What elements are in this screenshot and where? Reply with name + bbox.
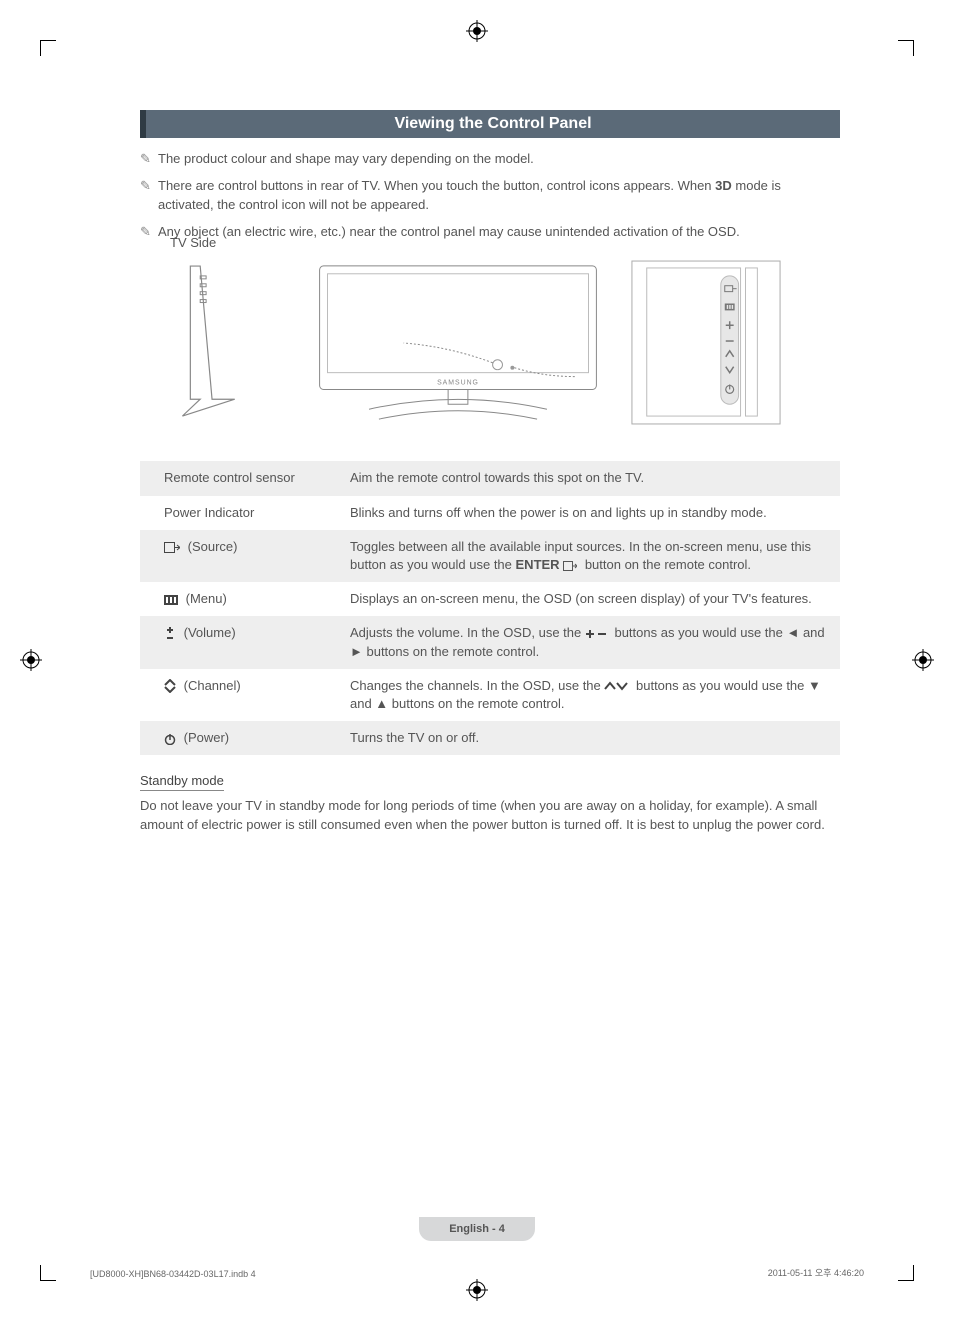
registration-mark-icon (466, 1279, 488, 1301)
diagrams-row: TV Side SAMSUNG (140, 255, 840, 435)
table-row: (Volume) Adjusts the volume. In the OSD,… (140, 616, 840, 668)
banner-title: Viewing the Control Panel (394, 115, 591, 132)
tv-side-svg (140, 255, 290, 430)
registration-mark-icon (466, 20, 488, 42)
print-info-left: [UD8000-XH]BN68-03442D-03L17.indb 4 (90, 1269, 256, 1279)
row-label-text: (Menu) (186, 591, 227, 606)
table-row: Remote control sensor Aim the remote con… (140, 461, 840, 495)
row-label: (Channel) (140, 669, 340, 721)
source-icon (164, 542, 180, 553)
standby-text: Do not leave your TV in standby mode for… (140, 797, 840, 835)
print-info-right: 2011-05-11 오후 4:46:20 (768, 1266, 864, 1279)
row-label: (Source) (140, 530, 340, 582)
notes-block: ✎ The product colour and shape may vary … (140, 150, 840, 241)
tv-front-svg: SAMSUNG (308, 255, 608, 430)
row-desc: Turns the TV on or off. (340, 721, 840, 755)
menu-icon (164, 595, 178, 605)
table-row: (Source) Toggles between all the availab… (140, 530, 840, 582)
volume-icon (164, 627, 176, 641)
row-desc: Adjusts the volume. In the OSD, use the … (340, 616, 840, 668)
control-strip-svg (626, 255, 786, 430)
note-text: Any object (an electric wire, etc.) near… (158, 223, 840, 242)
note-text: The product colour and shape may vary de… (158, 150, 840, 169)
row-desc: Blinks and turns off when the power is o… (340, 496, 840, 530)
row-label: (Power) (140, 721, 340, 755)
tv-front-diagram: SAMSUNG (308, 255, 608, 435)
crop-mark (898, 40, 914, 56)
row-label-text: (Source) (188, 539, 238, 554)
row-label-text: (Channel) (184, 678, 241, 693)
row-label: (Menu) (140, 582, 340, 616)
table-row: (Channel) Changes the channels. In the O… (140, 669, 840, 721)
registration-mark-icon (912, 649, 934, 671)
control-strip-diagram (626, 255, 786, 435)
page-content: Viewing the Control Panel ✎ The product … (140, 110, 840, 835)
tv-side-diagram: TV Side (140, 255, 290, 435)
row-desc: Changes the channels. In the OSD, use th… (340, 669, 840, 721)
brand-text: SAMSUNG (437, 380, 479, 387)
table-row: (Power) Turns the TV on or off. (140, 721, 840, 755)
row-label: Remote control sensor (140, 461, 340, 495)
controls-table: Remote control sensor Aim the remote con… (140, 461, 840, 755)
note-item: ✎ Any object (an electric wire, etc.) ne… (140, 223, 840, 242)
table-row: Power Indicator Blinks and turns off whe… (140, 496, 840, 530)
row-label-text: (Power) (184, 730, 230, 745)
power-icon (164, 733, 176, 745)
crop-mark (40, 40, 56, 56)
crop-mark (898, 1265, 914, 1281)
section-banner: Viewing the Control Panel (140, 110, 840, 138)
row-label: (Volume) (140, 616, 340, 668)
note-icon: ✎ (140, 177, 158, 215)
page-number-pill: English - 4 (419, 1217, 535, 1241)
standby-heading: Standby mode (140, 773, 224, 791)
row-desc: Displays an on-screen menu, the OSD (on … (340, 582, 840, 616)
registration-mark-icon (20, 649, 42, 671)
row-desc: Aim the remote control towards this spot… (340, 461, 840, 495)
note-item: ✎ There are control buttons in rear of T… (140, 177, 840, 215)
note-icon: ✎ (140, 223, 158, 242)
page-footer: English - 4 (0, 1217, 954, 1241)
note-item: ✎ The product colour and shape may vary … (140, 150, 840, 169)
note-icon: ✎ (140, 150, 158, 169)
tv-side-label: TV Side (170, 235, 216, 250)
row-desc: Toggles between all the available input … (340, 530, 840, 582)
note-text: There are control buttons in rear of TV.… (158, 177, 840, 215)
channel-icon (164, 679, 176, 693)
crop-mark (40, 1265, 56, 1281)
table-row: (Menu) Displays an on-screen menu, the O… (140, 582, 840, 616)
row-label-text: (Volume) (184, 625, 236, 640)
row-label: Power Indicator (140, 496, 340, 530)
